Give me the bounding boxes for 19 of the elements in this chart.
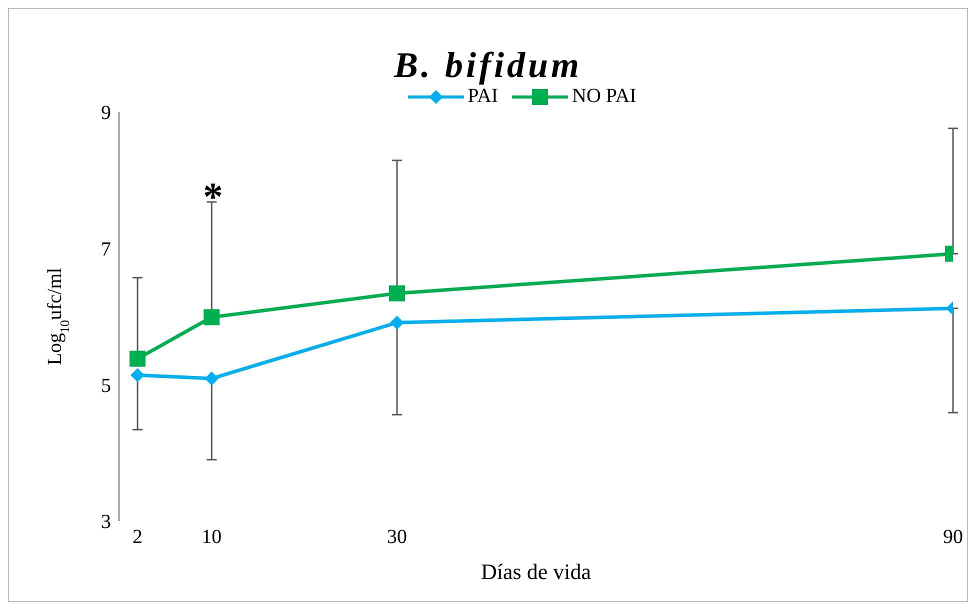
y-tick-label: 9 — [101, 102, 111, 124]
x-tick-label: 10 — [202, 526, 222, 548]
y-tick-label: 5 — [101, 374, 111, 397]
x-tick-label: 30 — [387, 526, 407, 548]
chart-title: B. bifidum — [392, 45, 584, 85]
y-tick-label: 7 — [101, 238, 111, 260]
point — [204, 372, 219, 386]
legend-label: PAI — [466, 85, 498, 108]
annotation: * — [203, 174, 223, 219]
point — [130, 368, 145, 382]
x-axis-title: Días de vida — [481, 559, 592, 584]
x-tick-label: 2 — [132, 526, 143, 548]
point — [130, 350, 146, 367]
point — [204, 309, 220, 326]
legend-label: NO PAI — [571, 85, 636, 108]
point — [389, 285, 405, 302]
point — [390, 316, 404, 330]
y-tick-label: 3 — [101, 511, 111, 534]
x-tick-label: 90 — [943, 526, 963, 548]
